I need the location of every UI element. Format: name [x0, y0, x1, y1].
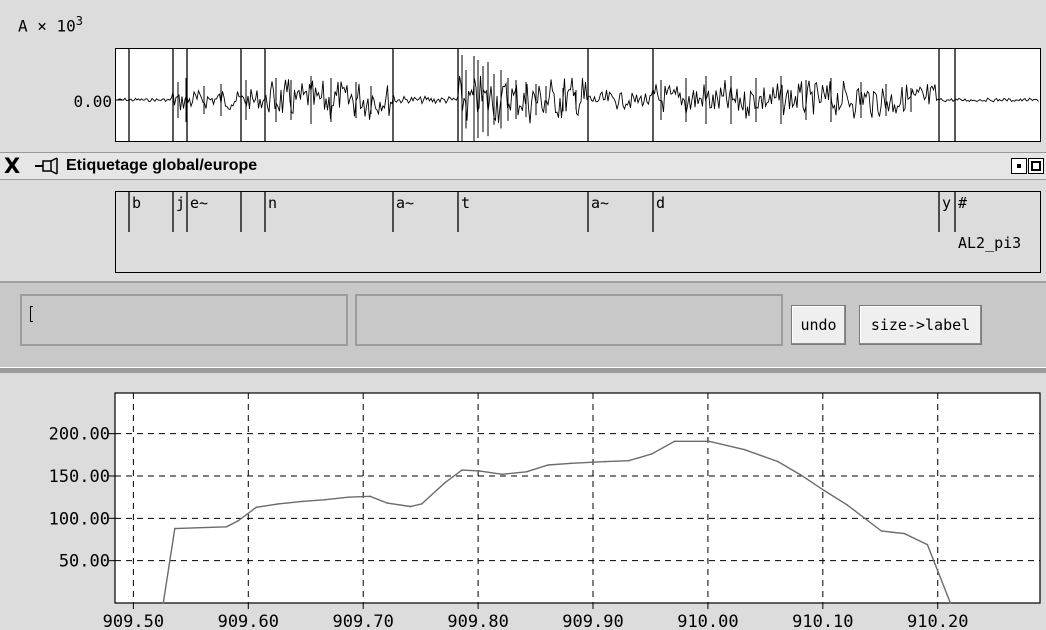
pitch-point: [255, 506, 258, 509]
pitch-point: [478, 470, 481, 472]
pitch-point: [880, 530, 883, 532]
waveform-signal: [116, 75, 1039, 124]
window-title-bar[interactable]: [0, 152, 1046, 180]
segment-label[interactable]: n: [268, 194, 278, 212]
pitch-point: [386, 502, 389, 504]
pitch-point: [777, 460, 779, 463]
segment-boundaries: [128, 192, 956, 232]
y-tick-label: 150.00: [49, 467, 110, 487]
pitch-point: [409, 505, 412, 508]
segment-label[interactable]: a~: [396, 194, 415, 212]
pitch-point: [277, 503, 280, 505]
y-tick-label: 200.00: [49, 425, 110, 445]
info-field[interactable]: [355, 294, 783, 346]
pitch-point: [174, 527, 176, 530]
label-input-field[interactable]: [20, 294, 348, 346]
waveform-zero-tick: 0.00: [73, 92, 112, 111]
pitch-point: [627, 459, 630, 462]
segment-label[interactable]: #: [958, 194, 968, 212]
waveform-trace: [116, 49, 1039, 141]
segment-label-tier[interactable]: [115, 191, 1041, 273]
maximize-button[interactable]: [1028, 158, 1044, 174]
pitch-point: [501, 473, 504, 476]
x-tick-label: 909.70: [332, 612, 393, 630]
segment-label[interactable]: e~: [190, 194, 209, 212]
pitch-point: [525, 471, 528, 473]
pitch-series-line: [162, 440, 952, 604]
pitch-point: [162, 602, 165, 604]
segment-label[interactable]: j: [176, 194, 186, 212]
waveform-y-axis-label-text: A × 10: [18, 16, 76, 36]
panel-separator[interactable]: [0, 367, 1046, 374]
pitch-point: [444, 482, 446, 484]
text-cursor-icon: [30, 306, 33, 322]
y-tick-label: 100.00: [49, 509, 110, 529]
pitch-point: [708, 440, 710, 443]
pitch-point: [949, 602, 952, 604]
pitch-point: [421, 503, 423, 505]
x-tick-label: 909.50: [103, 612, 164, 630]
waveform-y-axis-exponent: 3: [75, 14, 84, 28]
pitch-point: [301, 500, 304, 503]
minimize-icon: [1017, 164, 1021, 168]
waveform-plot[interactable]: [115, 48, 1041, 142]
pitch-point: [324, 498, 327, 501]
segment-label[interactable]: d: [656, 194, 666, 212]
x-tick-label: 909.60: [218, 612, 279, 630]
x-tick-label: 910.20: [907, 612, 968, 630]
pitch-point: [743, 448, 746, 451]
segment-label[interactable]: b: [132, 194, 142, 212]
close-x-icon[interactable]: X: [4, 154, 21, 178]
pitch-chart[interactable]: 909.50 909.60 909.70 909.80 909.90 910.00 910.…: [0, 373, 1046, 630]
pitch-point: [461, 469, 463, 471]
pin-icon[interactable]: [35, 156, 61, 176]
undo-button[interactable]: undo: [791, 305, 846, 345]
x-tick-label: 910.10: [792, 612, 853, 630]
file-label: AL2_pi3: [958, 234, 1022, 252]
pitch-point: [347, 496, 350, 498]
x-tick-label: 909.90: [562, 612, 623, 630]
minimize-button[interactable]: [1011, 158, 1027, 174]
pitch-point: [547, 464, 549, 466]
plot-area: [114, 392, 1041, 604]
window-title: Etiquetage global/europe: [66, 157, 258, 174]
segment-label[interactable]: t: [461, 194, 471, 212]
segment-label[interactable]: y: [942, 194, 952, 212]
pitch-point: [903, 532, 906, 535]
x-tick-label: 910.00: [677, 612, 738, 630]
maximize-icon: [1031, 161, 1041, 171]
pitch-point: [650, 453, 653, 455]
pitch-point: [673, 440, 676, 443]
pitch-point: [570, 462, 572, 465]
size-to-label-button[interactable]: size->label: [859, 305, 982, 345]
x-tick-label: 909.80: [447, 612, 508, 630]
waveform-y-axis-label: A × 103: [18, 14, 83, 35]
pitch-point: [369, 495, 371, 498]
y-tick-label: 50.00: [59, 552, 110, 572]
pitch-point: [800, 474, 802, 476]
pitch-point: [846, 504, 848, 506]
segment-label[interactable]: a~: [591, 194, 610, 212]
pitch-point: [237, 520, 239, 522]
pitch-point: [823, 489, 825, 492]
pitch-point: [225, 526, 228, 528]
pitch-point: [604, 460, 607, 463]
pitch-point: [926, 543, 929, 546]
